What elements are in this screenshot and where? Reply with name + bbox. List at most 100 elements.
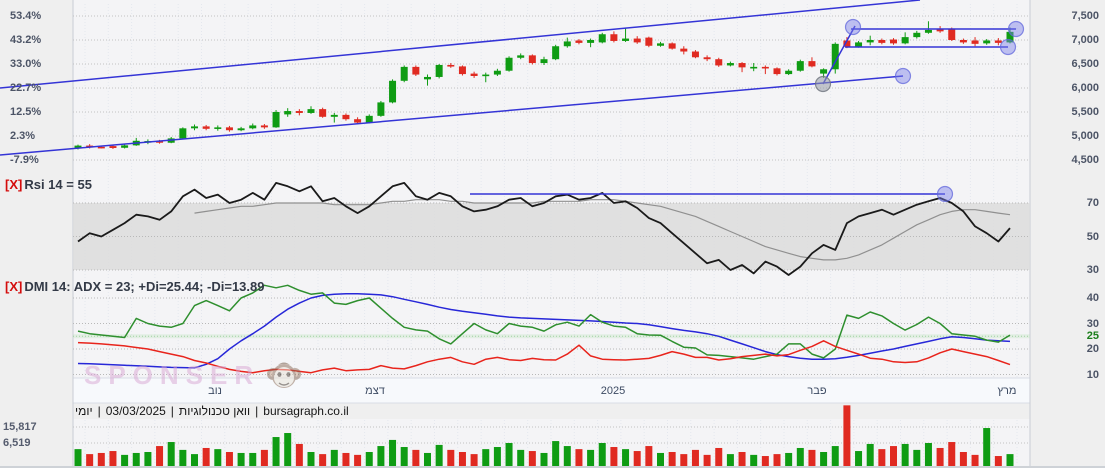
candle-body xyxy=(598,34,606,43)
volume-bar xyxy=(808,449,816,466)
candle-body xyxy=(913,32,921,38)
candle-body xyxy=(843,40,851,47)
volume-bar xyxy=(785,452,793,466)
volume-bar xyxy=(598,442,606,466)
info-separator-1: | xyxy=(97,404,101,418)
volume-bar xyxy=(225,452,233,466)
volume-bar xyxy=(657,452,664,466)
candle-body xyxy=(109,146,117,148)
rsi-line xyxy=(77,181,1011,276)
candle-body xyxy=(703,57,711,60)
candle-body xyxy=(74,145,82,148)
volume-bar xyxy=(435,444,443,466)
volume-bar xyxy=(121,454,129,466)
volume-bar xyxy=(74,449,82,466)
volume-bar xyxy=(866,443,874,466)
candle-body xyxy=(179,128,187,139)
candle-body xyxy=(668,43,676,49)
candle-body xyxy=(715,59,723,66)
candle-body xyxy=(424,76,431,80)
candle-body xyxy=(191,126,198,129)
axis-tick-label: 12.5% xyxy=(10,106,42,118)
candle-body xyxy=(773,68,781,75)
trendline-breakout-line[interactable] xyxy=(822,25,856,85)
trendline-handle[interactable] xyxy=(936,185,954,203)
candle-body xyxy=(785,70,793,75)
trendline-handle[interactable] xyxy=(999,38,1017,56)
volume-bar xyxy=(575,449,583,466)
axis-tick-label: 50 xyxy=(1086,230,1099,243)
candle-body xyxy=(948,28,956,40)
candle-body xyxy=(936,28,944,32)
rsi-close-button[interactable]: [X] xyxy=(5,177,23,192)
volume-bar xyxy=(924,442,932,466)
volume-bar xyxy=(843,405,851,466)
axis-tick-label: 7,000 xyxy=(1071,34,1099,46)
volume-layer xyxy=(74,405,1014,466)
volume-bar xyxy=(726,454,734,466)
volume-bar xyxy=(400,447,408,466)
candle-body xyxy=(808,61,816,67)
dmi-minus-di-line xyxy=(77,340,1011,374)
rsi-panel-title: [X] Rsi 14 = 55 xyxy=(5,177,92,192)
candle-body xyxy=(284,111,292,115)
volume-bar xyxy=(587,449,595,466)
candle-body xyxy=(482,74,490,77)
dmi-plusminus-di-line xyxy=(77,284,1011,360)
volume-bar xyxy=(307,452,315,466)
volume-bar xyxy=(470,454,478,466)
volume-bar xyxy=(645,446,653,466)
candle-body xyxy=(330,114,338,117)
axis-tick-label: -7.9% xyxy=(10,154,39,166)
candle-body xyxy=(726,63,734,66)
volume-bar xyxy=(365,452,373,466)
info-site-link[interactable]: bursagraph.co.il xyxy=(263,404,349,418)
candle-body xyxy=(365,115,373,123)
trendline-channel-lower[interactable] xyxy=(0,75,904,156)
axis-tick-label: 6,500 xyxy=(1071,58,1099,70)
volume-bar xyxy=(260,449,268,466)
candle-body xyxy=(983,40,991,44)
candle-body xyxy=(1006,31,1014,43)
candle-body xyxy=(517,55,525,58)
axis-tick-label: 43.2% xyxy=(10,34,42,46)
volume-bar xyxy=(959,452,967,466)
candle-body xyxy=(377,102,385,116)
trendline-channel-upper[interactable] xyxy=(0,0,921,89)
trendline-handle[interactable] xyxy=(894,67,912,85)
trendline-handle[interactable] xyxy=(844,18,862,36)
date-axis-strip xyxy=(72,377,1031,404)
candle-body xyxy=(295,111,303,113)
candle-body xyxy=(575,40,583,43)
axis-tick-label: 70 xyxy=(1086,197,1099,209)
volume-bar xyxy=(86,454,94,466)
candle-body xyxy=(738,63,746,68)
axis-tick-label: 40 xyxy=(1086,292,1099,304)
volume-bar xyxy=(994,456,1002,466)
volume-bar xyxy=(144,452,152,466)
info-security-name: וואן טכנולוגיות xyxy=(178,404,251,418)
candle-body xyxy=(342,114,350,120)
volume-bar xyxy=(109,451,117,466)
volume-bar xyxy=(284,433,292,466)
volume-bar xyxy=(330,449,338,466)
rsi-ma-line xyxy=(194,199,1011,261)
volume-bar xyxy=(680,454,688,466)
trendline-handle[interactable] xyxy=(814,75,832,93)
info-separator-3: | xyxy=(255,404,259,418)
trendline-handle[interactable] xyxy=(1007,20,1025,38)
candle-body xyxy=(97,146,105,149)
volume-bar xyxy=(482,449,490,466)
volume-bar xyxy=(447,449,455,466)
volume-bar xyxy=(715,447,723,466)
candle-body xyxy=(971,40,979,44)
candle-body xyxy=(307,109,315,113)
candle-body xyxy=(645,37,653,46)
candle-body xyxy=(493,70,501,75)
dmi-close-button[interactable]: [X] xyxy=(5,279,23,294)
chart-info-bar: יומי | 03/03/2025 | וואן טכנולוגיות | bu… xyxy=(75,403,349,419)
volume-bar xyxy=(831,446,839,466)
month-label: 2025 xyxy=(600,385,626,397)
volume-bar xyxy=(610,447,618,466)
